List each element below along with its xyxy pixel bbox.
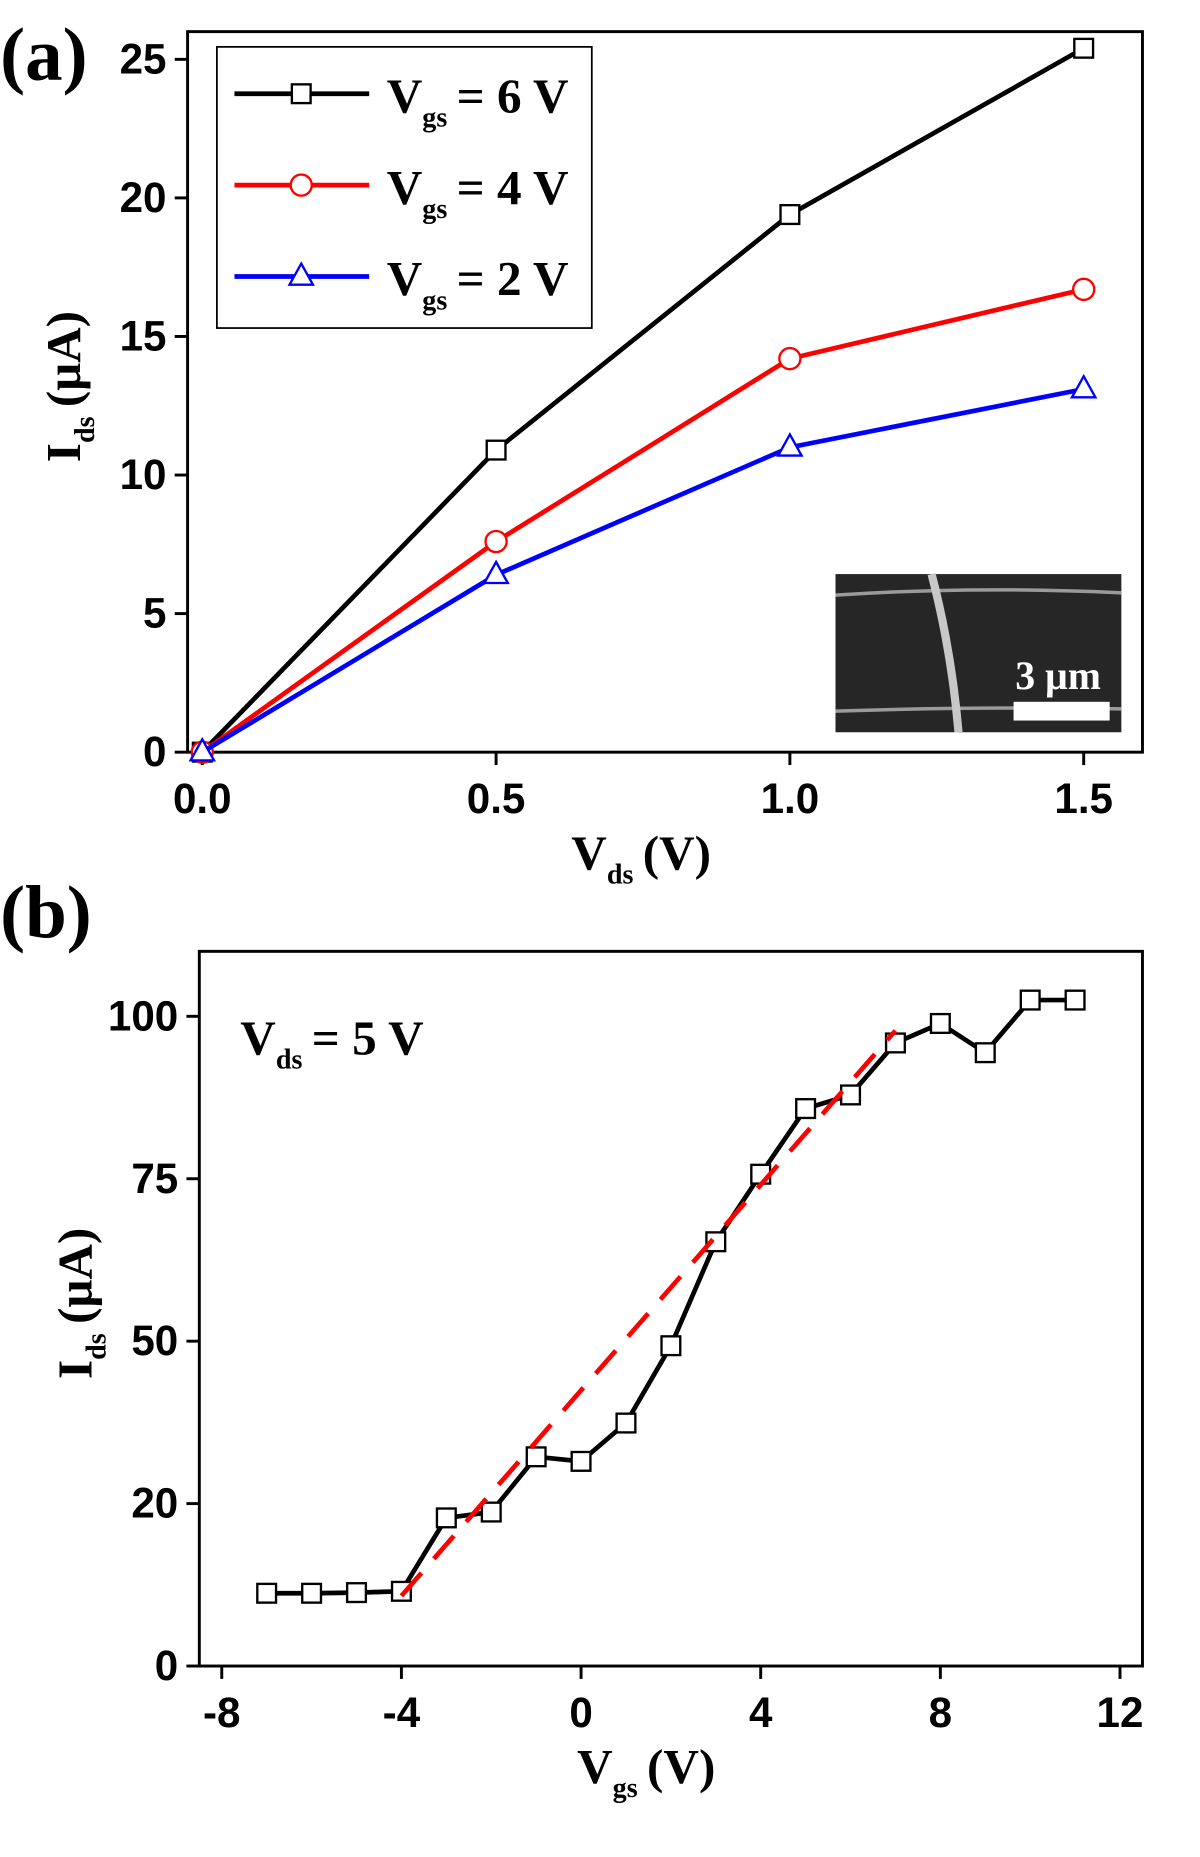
plot-frame	[197, 949, 1144, 1668]
series-line	[201, 386, 1085, 755]
x-axis-label-main: V	[577, 1739, 613, 1794]
y-axis-label-rest: (μA)	[48, 1228, 103, 1324]
marker	[256, 1582, 278, 1604]
marker	[779, 203, 801, 226]
marker	[480, 1501, 502, 1523]
annotation-rest: = 5 V	[312, 1010, 424, 1065]
y-tick-label: 0	[155, 1642, 178, 1689]
x-axis-label: Vds (V)	[571, 825, 711, 890]
y-axis-label: Ids (μA)	[48, 1228, 113, 1379]
legend-label-sub: gs	[422, 103, 447, 134]
inset-image: 3 μm	[835, 573, 1122, 733]
marker	[289, 173, 313, 197]
y-axis-label: Ids (μA)	[36, 311, 101, 462]
y-tick-label: 75	[131, 1155, 178, 1202]
marker	[485, 439, 507, 461]
marker	[929, 1012, 951, 1035]
y-tick-label: 15	[120, 313, 167, 360]
marker	[795, 1098, 817, 1120]
x-tick-label: 8	[929, 1689, 952, 1736]
marker	[345, 1582, 368, 1604]
marker	[1071, 277, 1096, 302]
y-tick-label: 25	[120, 35, 167, 82]
marker	[615, 1412, 637, 1434]
series-line	[266, 997, 1076, 1596]
x-tick-label: 1.0	[761, 775, 820, 822]
x-axis-label: Vgs (V)	[577, 1739, 715, 1804]
marker	[390, 1580, 412, 1602]
marker	[301, 1582, 323, 1604]
legend-label-main: V	[387, 251, 423, 306]
marker	[482, 559, 510, 585]
marker	[525, 1446, 547, 1468]
y-axis-label-main: I	[36, 443, 91, 462]
inset-wire	[835, 588, 1122, 597]
marker	[188, 736, 216, 762]
y-tick-label: 5	[143, 590, 166, 637]
x-tick-label: 0.0	[173, 775, 232, 822]
y-tick-label: 20	[120, 174, 167, 221]
marker	[290, 83, 312, 105]
marker	[778, 346, 802, 371]
y-tick-label: 50	[131, 1317, 178, 1364]
x-tick-label: 1.5	[1054, 775, 1113, 822]
x-tick-label: -4	[383, 1689, 421, 1736]
annotation: Vds = 5 V	[240, 1010, 423, 1075]
plot-frame	[186, 30, 1144, 754]
marker	[1073, 37, 1095, 59]
series-line	[200, 287, 1085, 755]
x-axis-label-rest: (V)	[647, 1739, 715, 1794]
x-tick-label: 4	[749, 1689, 773, 1736]
y-tick-label: 20	[131, 1480, 178, 1527]
legend-label-rest: = 6 V	[457, 68, 569, 123]
legend-label-main: V	[387, 68, 423, 123]
x-tick-label: 0	[569, 1689, 592, 1736]
legend-label: Vgs = 6 V	[387, 68, 569, 133]
x-tick-label: -8	[203, 1689, 240, 1736]
marker	[287, 261, 315, 286]
legend-label: Vgs = 4 V	[387, 160, 569, 225]
y-tick-label: 10	[120, 451, 167, 498]
marker	[1069, 373, 1098, 399]
x-tick-label: 12	[1097, 1689, 1144, 1736]
y-axis-label-sub: ds	[82, 1333, 113, 1360]
x-axis-label-main: V	[571, 825, 607, 880]
y-tick-label: 100	[108, 992, 178, 1039]
marker	[705, 1231, 727, 1253]
panel-label: (b)	[0, 871, 92, 954]
scale-label: 3 μm	[1015, 654, 1101, 698]
legend-label-rest: = 2 V	[457, 251, 569, 306]
marker	[435, 1507, 457, 1529]
annotation-sub: ds	[276, 1045, 303, 1076]
marker	[1019, 989, 1041, 1011]
y-tick-label: 0	[143, 728, 166, 775]
marker	[1064, 989, 1086, 1011]
y-axis-label-main: I	[48, 1360, 103, 1379]
annotation-main: V	[240, 1010, 276, 1065]
x-tick-label: 0.5	[467, 775, 526, 822]
legend-label-sub: gs	[422, 194, 447, 225]
legend-label-main: V	[387, 160, 423, 215]
x-axis-label-sub: ds	[607, 859, 634, 890]
series-line	[399, 1029, 898, 1598]
marker	[570, 1450, 592, 1472]
inset-wire	[927, 573, 963, 733]
marker	[974, 1042, 996, 1064]
series-line	[200, 46, 1085, 754]
marker	[776, 432, 804, 457]
marker	[839, 1084, 862, 1106]
panel-label: (a)	[0, 14, 87, 97]
legend-label: Vgs = 2 V	[387, 251, 569, 316]
y-axis-label-sub: ds	[70, 416, 101, 443]
scale-bar	[1013, 701, 1110, 721]
x-axis-label-sub: gs	[613, 1773, 638, 1804]
legend-label-rest: = 4 V	[457, 160, 569, 215]
legend-label-sub: gs	[422, 285, 447, 316]
marker	[484, 529, 508, 554]
marker	[660, 1335, 682, 1357]
x-axis-label-rest: (V)	[643, 825, 711, 880]
y-axis-label-rest: (μA)	[36, 311, 91, 407]
